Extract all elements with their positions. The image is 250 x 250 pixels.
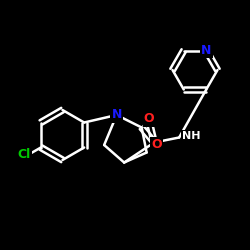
Text: NH: NH [182,131,200,141]
Text: Cl: Cl [18,148,31,162]
Text: N: N [112,108,122,122]
Text: N: N [201,44,211,57]
Text: O: O [144,112,154,125]
Text: O: O [151,138,162,151]
